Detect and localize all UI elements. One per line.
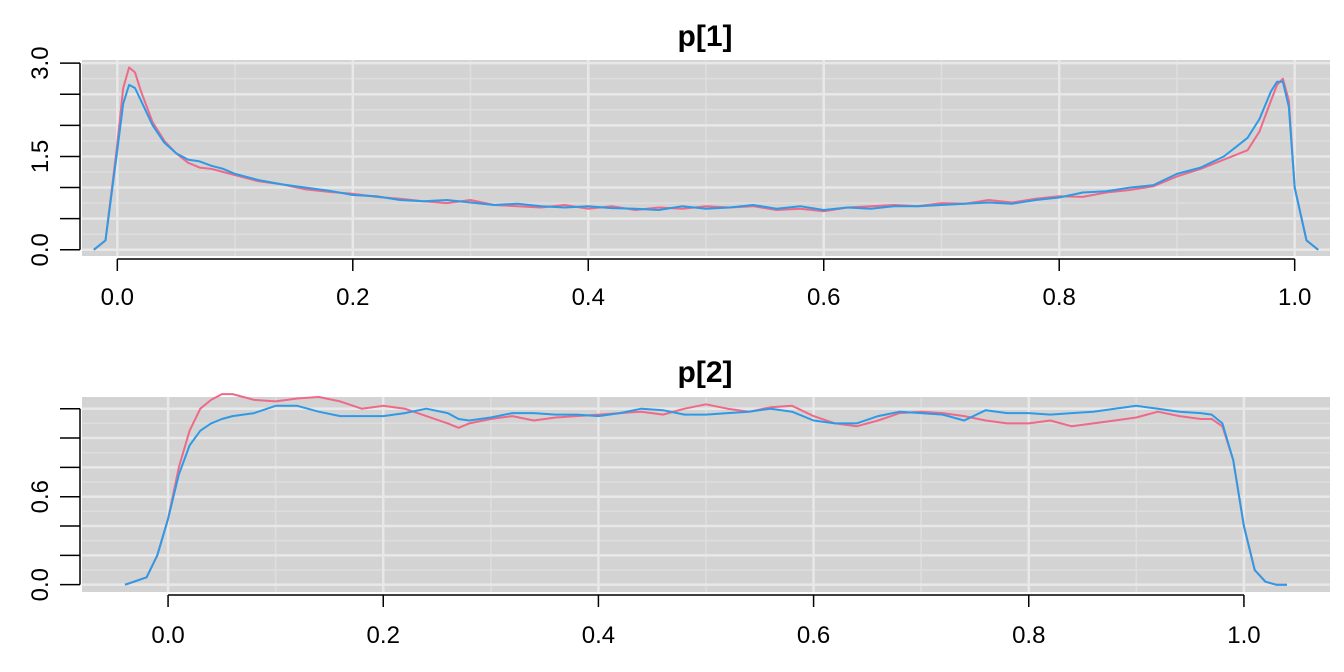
- panel-p2: p[2] 0.0 0.2 0.4 0.6 0.8 1.0 0.0 0.6: [27, 356, 1330, 649]
- x-tick-label: 0.8: [1012, 622, 1045, 649]
- x-tick-label: 1.0: [1278, 284, 1311, 311]
- y-tick-label: 0.6: [27, 480, 54, 513]
- chart-title: p[2]: [678, 356, 733, 389]
- x-tick-label: 0.0: [101, 284, 134, 311]
- x-tick-label: 0.8: [1043, 284, 1076, 311]
- chart-title: p[1]: [678, 20, 733, 53]
- density-line-chain-1: [124, 393, 1287, 586]
- y-tick-label: 1.5: [27, 140, 54, 173]
- x-tick-label: 0.6: [797, 622, 830, 649]
- x-tick-label: 0.2: [336, 284, 369, 311]
- y-tick-label: 0.0: [27, 568, 54, 601]
- panel-p1: p[1] 0.0 0.2 0.4 0.6 0.8 1.0 0.0 1.5 3.0: [27, 20, 1330, 311]
- x-tick-label: 0.2: [367, 622, 400, 649]
- x-tick-label: 0.6: [807, 284, 840, 311]
- density-line-chain-2: [93, 80, 1319, 251]
- x-tick-label: 0.4: [572, 284, 605, 311]
- y-tick-label: 3.0: [27, 46, 54, 79]
- density-line-chain-2: [124, 404, 1287, 586]
- y-tick-label: 0.0: [27, 233, 54, 266]
- x-tick-label: 0.0: [151, 622, 184, 649]
- x-tick-label: 1.0: [1227, 622, 1260, 649]
- x-tick-label: 0.4: [582, 622, 615, 649]
